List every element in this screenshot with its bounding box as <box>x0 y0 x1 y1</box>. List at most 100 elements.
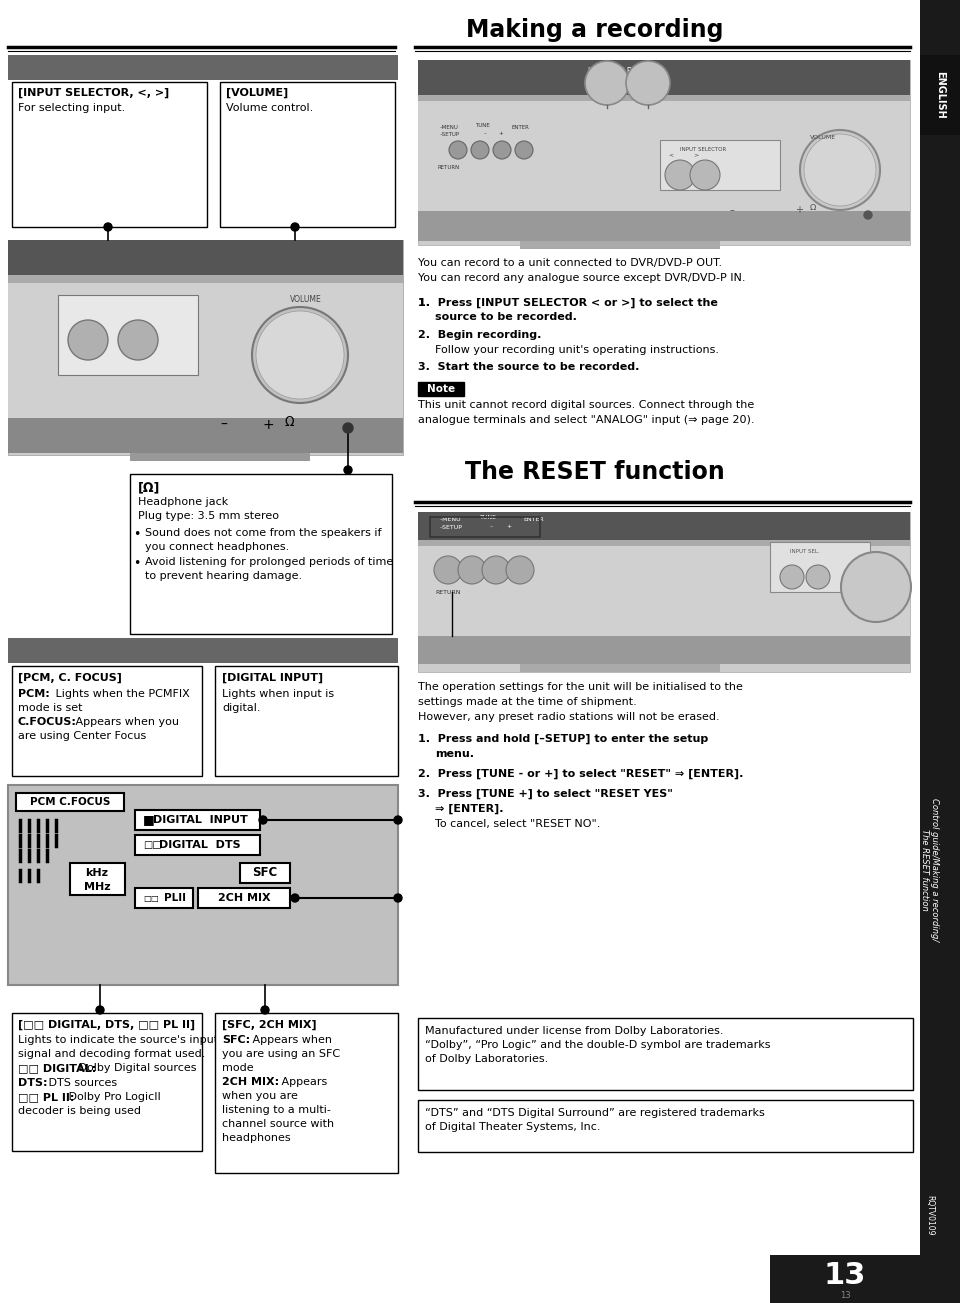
Text: –MENU: –MENU <box>440 517 462 523</box>
Text: ENTER: ENTER <box>523 517 543 523</box>
Text: +: + <box>262 418 274 433</box>
Text: –MENU: –MENU <box>440 125 459 130</box>
Circle shape <box>690 160 720 190</box>
Text: INPUT SELECTOR: INPUT SELECTOR <box>588 66 653 76</box>
Text: □□ DIGITAL:: □□ DIGITAL: <box>18 1063 96 1072</box>
Circle shape <box>68 321 108 360</box>
Text: 1.: 1. <box>418 298 438 308</box>
Bar <box>240 863 290 883</box>
Text: –: – <box>220 418 227 433</box>
Text: –: – <box>490 524 493 529</box>
Bar <box>418 211 910 241</box>
Circle shape <box>841 552 911 622</box>
Text: □□ PL II:: □□ PL II: <box>18 1092 74 1102</box>
Text: Lights when input is: Lights when input is <box>222 689 334 698</box>
Text: SFC:: SFC: <box>222 1035 251 1045</box>
Bar <box>130 474 392 635</box>
Text: 2.  Press [TUNE - or +] to select "RESET" ⇒ [ENTER].: 2. Press [TUNE - or +] to select "RESET"… <box>418 769 743 779</box>
Text: Dolby Pro LogicII: Dolby Pro LogicII <box>65 1092 160 1102</box>
Text: You can record to a unit connected to DVR/DVD-P OUT.: You can record to a unit connected to DV… <box>418 258 722 268</box>
Text: are using Center Focus: are using Center Focus <box>18 731 146 741</box>
Circle shape <box>394 816 402 823</box>
Bar <box>8 240 403 455</box>
Text: [□□ DIGITAL, DTS, □□ PL II]: [□□ DIGITAL, DTS, □□ PL II] <box>18 1020 195 1031</box>
Circle shape <box>800 130 880 210</box>
Text: channel source with: channel source with <box>222 1119 334 1128</box>
Text: This unit cannot record digital sources. Connect through the: This unit cannot record digital sources.… <box>418 400 755 410</box>
Text: Dolby Digital sources: Dolby Digital sources <box>75 1063 197 1072</box>
Text: Appears when you: Appears when you <box>72 717 179 727</box>
Text: ENGLISH: ENGLISH <box>935 72 945 119</box>
Circle shape <box>626 61 670 106</box>
Text: >: > <box>636 73 643 82</box>
Text: listening to a multi-: listening to a multi- <box>222 1105 331 1115</box>
Text: Appears: Appears <box>278 1078 327 1087</box>
Bar <box>58 294 198 375</box>
Circle shape <box>482 556 510 584</box>
Bar <box>418 102 910 211</box>
Circle shape <box>864 211 872 219</box>
Text: menu.: menu. <box>435 749 474 760</box>
Bar <box>70 863 125 895</box>
Bar <box>418 60 910 245</box>
Bar <box>770 1255 920 1303</box>
Text: •: • <box>133 556 140 569</box>
Text: The RESET function: The RESET function <box>920 829 928 911</box>
Circle shape <box>104 223 112 231</box>
Text: <: < <box>668 152 673 156</box>
Text: INPUT SELECTOR: INPUT SELECTOR <box>680 147 727 152</box>
Text: For selecting input.: For selecting input. <box>18 103 125 113</box>
Bar <box>418 60 910 95</box>
Text: Avoid listening for prolonged periods of time: Avoid listening for prolonged periods of… <box>145 556 394 567</box>
Text: analogue terminals and select "ANALOG" input (⇒ page 20).: analogue terminals and select "ANALOG" i… <box>418 414 755 425</box>
Text: 3.  Start the source to be recorded.: 3. Start the source to be recorded. <box>418 362 639 371</box>
Circle shape <box>665 160 695 190</box>
Circle shape <box>252 308 348 403</box>
Bar <box>8 283 403 418</box>
Bar <box>418 546 910 636</box>
Bar <box>520 665 720 672</box>
Bar <box>135 810 260 830</box>
Text: TUNE: TUNE <box>475 122 490 128</box>
Text: RQTV0109: RQTV0109 <box>925 1195 934 1235</box>
Text: Appears when: Appears when <box>249 1035 332 1045</box>
Bar <box>8 638 398 663</box>
Text: DIGITAL  DTS: DIGITAL DTS <box>159 840 241 850</box>
Text: DTS sources: DTS sources <box>45 1078 117 1088</box>
Text: 13: 13 <box>840 1290 851 1299</box>
Text: mode is set: mode is set <box>18 704 83 713</box>
Circle shape <box>493 141 511 159</box>
Text: □□: □□ <box>143 894 158 903</box>
Text: To cancel, select "RESET NO".: To cancel, select "RESET NO". <box>435 820 600 829</box>
Bar <box>418 636 910 665</box>
Bar <box>8 275 403 283</box>
Text: 3.  Press [TUNE +] to select "RESET YES": 3. Press [TUNE +] to select "RESET YES" <box>418 790 673 799</box>
Text: Sound does not come from the speakers if: Sound does not come from the speakers if <box>145 528 381 538</box>
Circle shape <box>471 141 489 159</box>
Text: settings made at the time of shipment.: settings made at the time of shipment. <box>418 697 636 708</box>
Text: Manufactured under license from Dolby Laboratories.: Manufactured under license from Dolby La… <box>425 1025 724 1036</box>
Circle shape <box>515 141 533 159</box>
Circle shape <box>343 423 353 433</box>
Text: source to be recorded.: source to be recorded. <box>435 311 577 322</box>
Bar <box>130 453 310 461</box>
Bar <box>215 1012 398 1173</box>
Text: [VOLUME]: [VOLUME] <box>226 89 288 98</box>
Text: digital.: digital. <box>222 704 260 713</box>
Text: Plug type: 3.5 mm stereo: Plug type: 3.5 mm stereo <box>138 511 279 521</box>
Text: Ω: Ω <box>810 203 816 212</box>
Text: ENTER: ENTER <box>512 125 530 130</box>
Circle shape <box>118 321 158 360</box>
Text: Headphone jack: Headphone jack <box>138 496 228 507</box>
Text: 2.  Begin recording.: 2. Begin recording. <box>418 330 541 340</box>
Text: □□: □□ <box>143 840 161 850</box>
Bar <box>198 889 290 908</box>
Bar <box>920 0 960 1303</box>
Text: RETURN: RETURN <box>438 165 460 169</box>
Text: when you are: when you are <box>222 1091 298 1101</box>
Circle shape <box>449 141 467 159</box>
Text: headphones: headphones <box>222 1134 291 1143</box>
Bar <box>660 139 780 190</box>
Text: “DTS” and “DTS Digital Surround” are registered trademarks: “DTS” and “DTS Digital Surround” are reg… <box>425 1108 765 1118</box>
Text: DIGITAL  INPUT: DIGITAL INPUT <box>153 814 248 825</box>
